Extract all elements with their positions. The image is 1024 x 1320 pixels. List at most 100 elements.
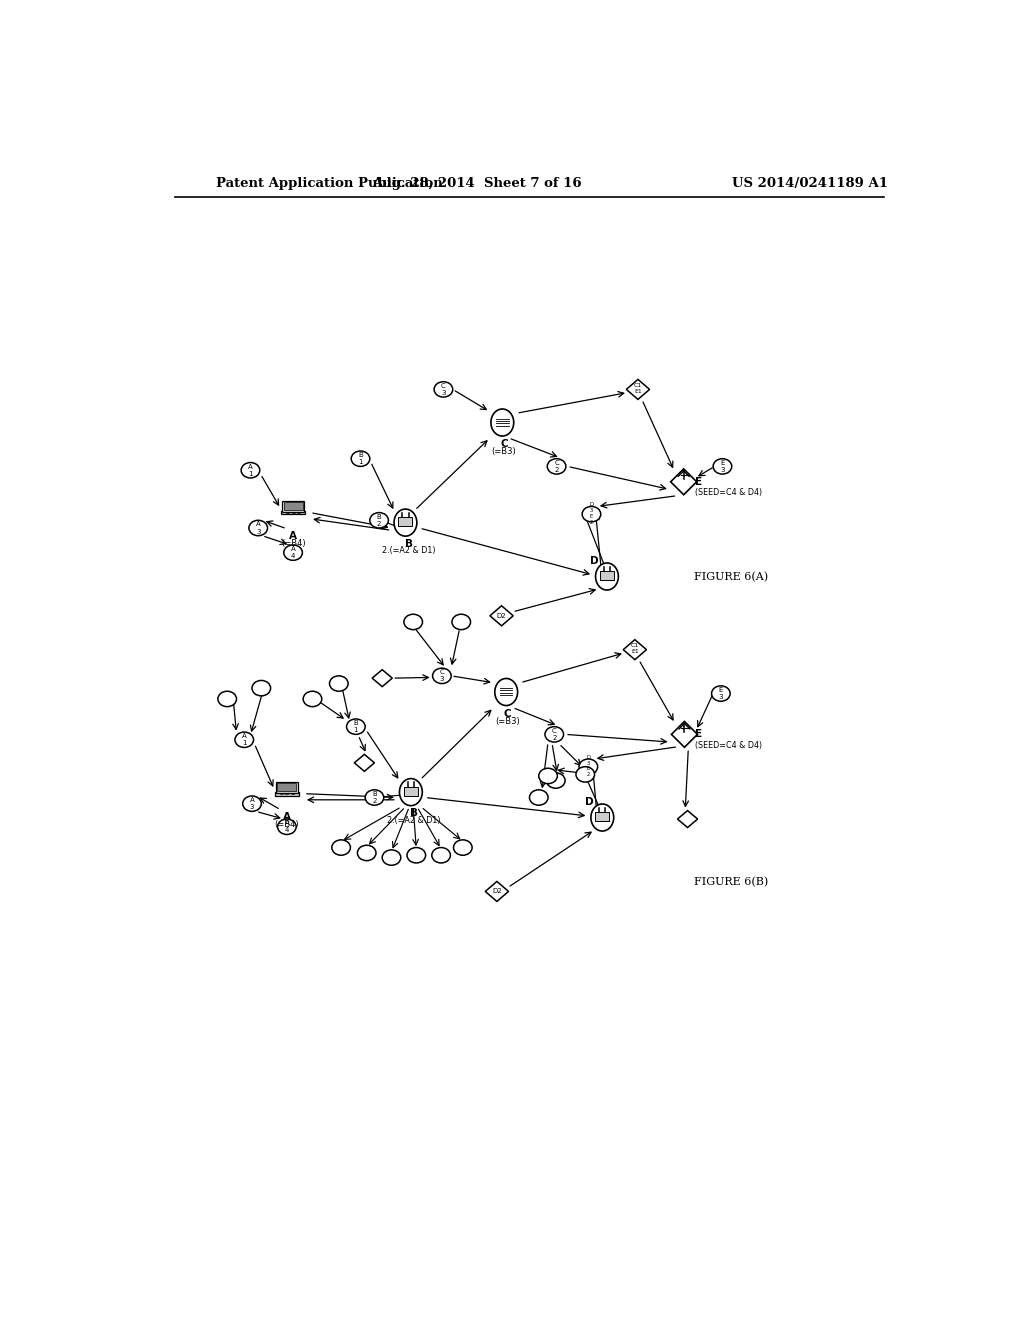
Text: D2: D2 [497, 612, 506, 619]
Polygon shape [372, 669, 392, 686]
Text: (=B4): (=B4) [274, 820, 299, 829]
Ellipse shape [596, 562, 618, 590]
Text: FIGURE 6(B): FIGURE 6(B) [693, 876, 768, 887]
Text: (=B3): (=B3) [492, 447, 516, 457]
Polygon shape [627, 379, 649, 400]
Text: (SEED=C4 & D4): (SEED=C4 & D4) [694, 488, 762, 498]
Ellipse shape [575, 767, 595, 781]
Text: A
4: A 4 [285, 820, 289, 833]
Text: C
3: C 3 [439, 669, 444, 682]
Text: D: D [586, 797, 594, 807]
Ellipse shape [370, 512, 388, 528]
Ellipse shape [490, 409, 514, 436]
Ellipse shape [346, 719, 366, 734]
Ellipse shape [243, 796, 261, 812]
Text: A
4: A 4 [291, 546, 296, 560]
Ellipse shape [434, 381, 453, 397]
Text: D2: D2 [493, 888, 502, 895]
Text: D
3
E
2: D 3 E 2 [587, 755, 591, 777]
Text: Patent Application Publication: Patent Application Publication [216, 177, 442, 190]
Text: 2.(=A2 & D1): 2.(=A2 & D1) [387, 816, 440, 825]
Text: A
1: A 1 [242, 733, 247, 746]
Text: D: D [590, 556, 598, 566]
Text: E
3: E 3 [719, 686, 723, 700]
Ellipse shape [529, 789, 548, 805]
Ellipse shape [357, 845, 376, 861]
Text: B
1: B 1 [358, 453, 362, 465]
Text: B
2: B 2 [372, 791, 377, 804]
Ellipse shape [432, 668, 452, 684]
Text: 2.(=A2 & D1): 2.(=A2 & D1) [382, 546, 435, 556]
Ellipse shape [249, 520, 267, 536]
Ellipse shape [454, 840, 472, 855]
Ellipse shape [394, 510, 417, 536]
FancyBboxPatch shape [284, 503, 302, 511]
Text: Aug. 28, 2014  Sheet 7 of 16: Aug. 28, 2014 Sheet 7 of 16 [372, 177, 582, 190]
Ellipse shape [583, 507, 601, 521]
Ellipse shape [403, 614, 423, 630]
FancyBboxPatch shape [403, 787, 418, 796]
FancyBboxPatch shape [600, 572, 614, 581]
Ellipse shape [407, 847, 426, 863]
Polygon shape [485, 882, 509, 902]
Text: A
3: A 3 [256, 521, 260, 535]
Text: FIGURE 6(A): FIGURE 6(A) [693, 572, 768, 582]
Polygon shape [624, 640, 646, 660]
Ellipse shape [591, 804, 613, 832]
Polygon shape [678, 810, 697, 828]
Text: D
3
E
2: D 3 E 2 [590, 502, 594, 524]
Text: A
3: A 3 [250, 797, 254, 810]
Ellipse shape [330, 676, 348, 692]
Ellipse shape [712, 686, 730, 701]
Ellipse shape [218, 692, 237, 706]
Ellipse shape [713, 459, 732, 474]
Text: B: B [410, 808, 418, 818]
Text: A: A [289, 531, 297, 541]
Polygon shape [671, 469, 696, 495]
Text: (SEED=C4 & D4): (SEED=C4 & D4) [695, 741, 763, 750]
Text: C: C [504, 709, 512, 719]
Text: C
2: C 2 [554, 459, 559, 473]
Ellipse shape [545, 726, 563, 742]
Text: C1
E1: C1 E1 [634, 383, 642, 395]
Ellipse shape [432, 847, 451, 863]
Ellipse shape [252, 681, 270, 696]
Text: E
3: E 3 [720, 459, 725, 473]
Text: A: A [283, 812, 291, 822]
Ellipse shape [278, 818, 296, 834]
Polygon shape [354, 755, 375, 771]
Ellipse shape [452, 614, 471, 630]
Polygon shape [489, 606, 513, 626]
Text: C: C [500, 440, 508, 449]
Ellipse shape [399, 779, 422, 805]
Text: E: E [695, 730, 702, 739]
FancyBboxPatch shape [595, 812, 609, 821]
Ellipse shape [332, 840, 350, 855]
FancyBboxPatch shape [275, 781, 298, 793]
Ellipse shape [234, 733, 254, 747]
Ellipse shape [366, 789, 384, 805]
Text: (=B4): (=B4) [281, 539, 305, 548]
Ellipse shape [241, 462, 260, 478]
Text: E: E [694, 477, 701, 487]
Ellipse shape [547, 774, 565, 788]
Text: B
1: B 1 [353, 721, 358, 733]
Text: C
3: C 3 [441, 383, 445, 396]
Text: A
1: A 1 [248, 463, 253, 477]
FancyBboxPatch shape [398, 517, 413, 527]
FancyBboxPatch shape [274, 792, 299, 796]
FancyBboxPatch shape [278, 784, 296, 792]
Text: B
2: B 2 [377, 513, 382, 527]
Ellipse shape [495, 678, 517, 706]
Text: US 2014/0241189 A1: US 2014/0241189 A1 [732, 177, 888, 190]
Ellipse shape [539, 768, 557, 784]
FancyBboxPatch shape [282, 500, 304, 512]
Ellipse shape [351, 451, 370, 466]
FancyBboxPatch shape [281, 511, 305, 515]
Text: C
2: C 2 [552, 727, 557, 741]
Ellipse shape [303, 692, 322, 706]
Ellipse shape [547, 459, 566, 474]
Ellipse shape [382, 850, 400, 866]
Text: (=B3): (=B3) [496, 717, 520, 726]
Text: C1
E1: C1 E1 [631, 643, 639, 655]
